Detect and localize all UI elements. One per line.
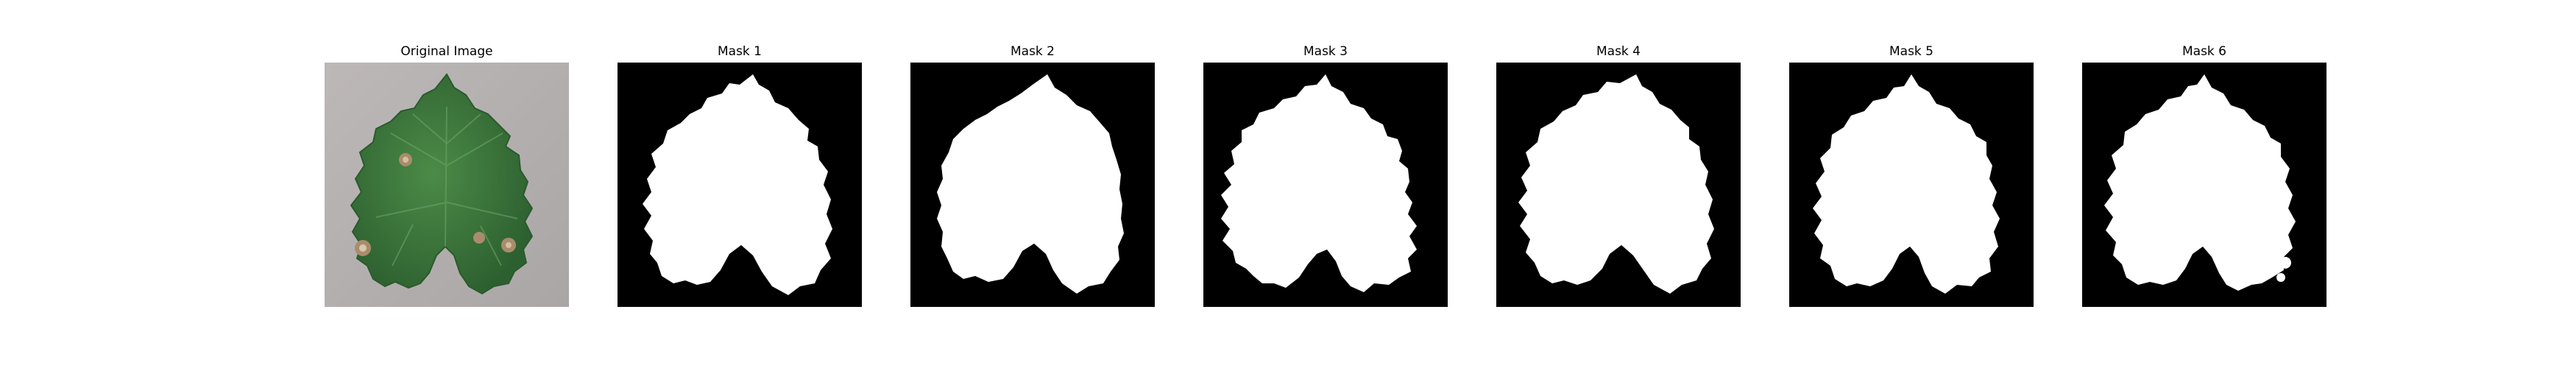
panel-mask-4: Mask 4 [1496, 40, 1741, 307]
panel-mask-2: Mask 2 [910, 40, 1155, 307]
panel-title: Mask 2 [1010, 44, 1055, 59]
leaf-photo [325, 63, 569, 307]
mask-image [1789, 63, 2034, 307]
panel-original-image: Original Image [325, 40, 569, 307]
panel-title: Mask 3 [1303, 44, 1348, 59]
panel-title: Mask 1 [717, 44, 762, 59]
panel-title: Mask 4 [1596, 44, 1641, 59]
panel-title: Mask 6 [2182, 44, 2226, 59]
panel-title: Original Image [400, 44, 493, 59]
panel-mask-5: Mask 5 [1789, 40, 2034, 307]
mask-image [1203, 63, 1448, 307]
panel-mask-3: Mask 3 [1203, 40, 1448, 307]
mask-image [2082, 63, 2326, 307]
panel-mask-6: Mask 6 [2082, 40, 2326, 307]
panel-title: Mask 5 [1889, 44, 1933, 59]
mask-image [618, 63, 862, 307]
mask-image [1496, 63, 1741, 307]
panel-mask-1: Mask 1 [618, 40, 862, 307]
mask-image [910, 63, 1155, 307]
